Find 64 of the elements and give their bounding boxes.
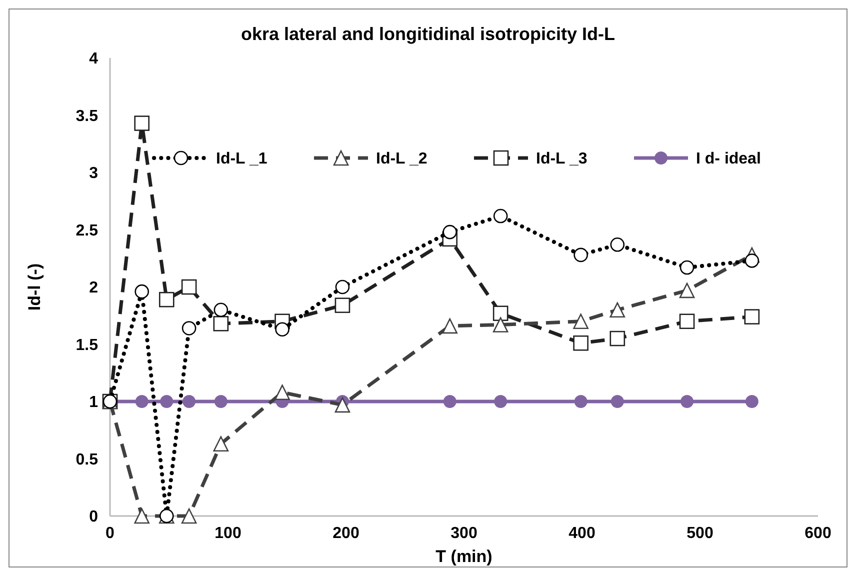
y-tick-label: 2.5	[76, 222, 98, 240]
point	[610, 395, 624, 408]
point	[182, 395, 196, 408]
point	[573, 335, 588, 351]
point	[274, 384, 290, 400]
point	[213, 436, 229, 452]
point	[214, 302, 228, 318]
point	[135, 395, 148, 408]
point	[610, 330, 626, 346]
point	[610, 302, 626, 318]
point	[744, 254, 760, 268]
point	[213, 316, 229, 332]
point	[442, 318, 458, 334]
point	[443, 395, 456, 408]
point	[134, 116, 150, 131]
x-tick-label: 200	[332, 525, 360, 542]
x-tick-label: 300	[450, 525, 478, 542]
point	[573, 314, 588, 329]
chart-title: okra lateral and longitidinal isotropicity Id-L	[240, 24, 616, 44]
point	[334, 298, 350, 313]
point	[335, 280, 350, 294]
x-tick-label: 400	[568, 525, 596, 542]
point	[492, 317, 508, 332]
point	[181, 508, 197, 524]
legend-label: Id-L _3	[536, 150, 588, 168]
point	[680, 395, 694, 408]
y-tick-label: 1	[89, 394, 98, 412]
y-tick-label: 3.5	[76, 108, 98, 125]
y-tick-label: 2	[89, 280, 98, 297]
point	[574, 395, 588, 408]
legend-label: I d- ideal	[696, 150, 761, 168]
x-tick-label: 0	[106, 525, 115, 542]
y-tick-label: 4	[89, 50, 98, 68]
point	[745, 395, 758, 408]
point	[744, 309, 760, 324]
point	[334, 397, 350, 413]
y-tick-label: 1.5	[76, 336, 98, 354]
x-tick-label: 100	[214, 525, 242, 542]
point	[492, 306, 508, 321]
point	[181, 279, 197, 295]
point	[679, 282, 695, 298]
y-tick-label: 3	[89, 165, 98, 182]
point	[679, 314, 695, 329]
legend-label: Id-L _1	[216, 150, 268, 168]
point	[442, 224, 457, 240]
point	[214, 395, 228, 408]
legend-label: Id-L _2	[376, 150, 428, 168]
point	[275, 322, 290, 337]
point	[160, 395, 174, 408]
point	[574, 248, 588, 262]
y-tick-label: 0.5	[76, 451, 98, 468]
point	[610, 237, 625, 252]
y-axis-title: Id-l (-)	[25, 263, 44, 311]
x-axis-title: T (min)	[436, 547, 492, 566]
point	[680, 260, 694, 275]
x-tick-label: 600	[804, 525, 832, 542]
point	[134, 284, 150, 299]
y-tick-label: 0	[89, 508, 98, 526]
point	[493, 208, 508, 224]
point	[182, 321, 196, 336]
point	[134, 508, 150, 524]
x-tick-label: 500	[686, 525, 714, 542]
point	[494, 395, 508, 408]
point	[158, 292, 174, 308]
